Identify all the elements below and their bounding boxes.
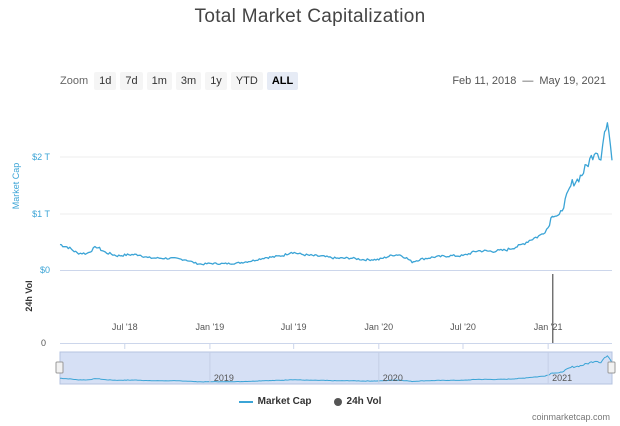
range-separator: — [522, 75, 534, 87]
navigator-axis: 2019 2020 2021 [209, 352, 572, 384]
line-swatch-icon [238, 400, 253, 403]
x-axis: Jul '18 Jan '19 Jul '19 Jan '20 Jul '20 Jan '… [112, 322, 563, 349]
x-tick-label: Jan '21 [534, 322, 563, 332]
zoom-all-button[interactable]: ALL [266, 72, 299, 90]
navigator-series-line [59, 355, 613, 383]
series-line-market-cap [59, 122, 613, 266]
zoom-label: Zoom [60, 75, 89, 87]
legend-label: 24h Vol [346, 396, 382, 407]
volume-axis-title: 24h Vol [24, 280, 34, 311]
navigator-right-handle[interactable] [607, 361, 616, 374]
date-range: Feb 11, 2018 — May 19, 2021 [452, 75, 606, 87]
volume-tick-label: 0 [41, 338, 46, 348]
x-tick-label: Jan '19 [196, 322, 225, 332]
y-tick-label: $1 T [32, 209, 50, 219]
legend: Market Cap 24h Vol [0, 396, 620, 407]
x-tick-label: Jul '19 [281, 322, 307, 332]
navigator-tick-label: 2019 [214, 373, 234, 383]
x-tick-label: Jul '20 [450, 322, 476, 332]
dot-swatch-icon [333, 397, 342, 406]
zoom-1y-button[interactable]: 1y [205, 72, 227, 90]
zoom-7d-button[interactable]: 7d [120, 72, 143, 90]
x-tick-label: Jul '18 [112, 322, 138, 332]
zoom-ytd-button[interactable]: YTD [230, 72, 263, 90]
navigator-tick-label: 2020 [383, 373, 403, 383]
navigator-tick-label: 2021 [552, 373, 572, 383]
x-tick-label: Jan '20 [364, 322, 393, 332]
navigator-selection[interactable] [59, 351, 613, 385]
zoom-3m-button[interactable]: 3m [175, 72, 202, 90]
volume-bar [552, 274, 554, 343]
y-tick-label: $2 T [32, 152, 50, 162]
zoom-1m-button[interactable]: 1m [146, 72, 172, 90]
range-to-input[interactable]: May 19, 2021 [539, 75, 606, 87]
y-tick-label: $0 [40, 265, 50, 275]
legend-item-market-cap[interactable]: Market Cap [238, 396, 312, 407]
volume-bars [552, 274, 554, 343]
zoom-selector: Zoom 1d 7d 1m 3m 1y YTD ALL [60, 72, 299, 90]
y-axis-title: Market Cap [11, 163, 21, 210]
navigator-left-handle[interactable] [55, 361, 64, 374]
zoom-1d-button[interactable]: 1d [94, 72, 117, 90]
legend-item-24h-vol[interactable]: 24h Vol [333, 396, 382, 407]
chart-title: Total Market Capitalization [194, 6, 426, 27]
credit-link[interactable]: coinmarketcap.com [531, 412, 610, 422]
range-from-input[interactable]: Feb 11, 2018 [452, 75, 517, 87]
legend-label: Market Cap [257, 396, 312, 407]
